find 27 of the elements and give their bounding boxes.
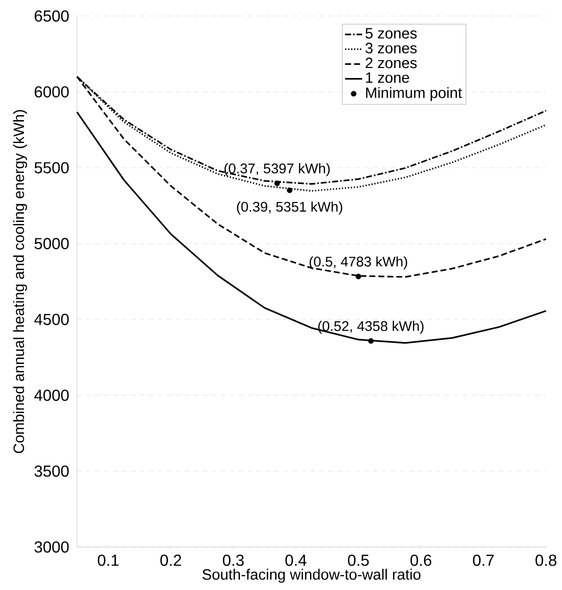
x-tick-label: 0.7 bbox=[473, 554, 494, 566]
annotation: (0.5, 4783 kWh) bbox=[310, 256, 408, 270]
x-tick-label: 0.3 bbox=[222, 554, 244, 566]
y-tick-label: 6000 bbox=[34, 86, 69, 98]
x-tick-label: 0.1 bbox=[98, 554, 119, 566]
legend-label: 3 zones bbox=[365, 42, 417, 54]
y-tick-label: 4000 bbox=[34, 390, 69, 401]
y-tick-label: 6500 bbox=[34, 10, 69, 22]
y-tick-label: 3000 bbox=[34, 541, 69, 553]
legend-label: 1 zone bbox=[366, 72, 410, 83]
y-tick-label: 5000 bbox=[34, 238, 69, 250]
y-tick-label: 3500 bbox=[34, 465, 69, 477]
legend-label: 2 zones bbox=[366, 58, 417, 68]
x-axis-title: South-facing window-to-wall ratio bbox=[202, 568, 420, 583]
y-axis-title: Combined annual heating and cooling energy (kWh) bbox=[13, 110, 28, 454]
x-tick-label: 0.5 bbox=[348, 554, 369, 566]
annotation: (0.39, 5351 kWh) bbox=[236, 201, 342, 214]
y-tick-label: 4500 bbox=[34, 314, 69, 326]
x-tick-label: 0.8 bbox=[536, 554, 556, 566]
legend-label: Minimum point bbox=[366, 87, 462, 102]
y-tick-label: 5500 bbox=[34, 162, 69, 174]
annotation: (0.37, 5397 kWh) bbox=[224, 163, 330, 176]
x-tick-label: 0.4 bbox=[285, 554, 306, 566]
x-tick-label: 0.2 bbox=[160, 554, 182, 566]
x-tick-label: 0.6 bbox=[410, 554, 432, 566]
annotation: (0.52, 4358 kWh) bbox=[318, 320, 424, 334]
legend-label: 5 zones bbox=[366, 28, 417, 39]
